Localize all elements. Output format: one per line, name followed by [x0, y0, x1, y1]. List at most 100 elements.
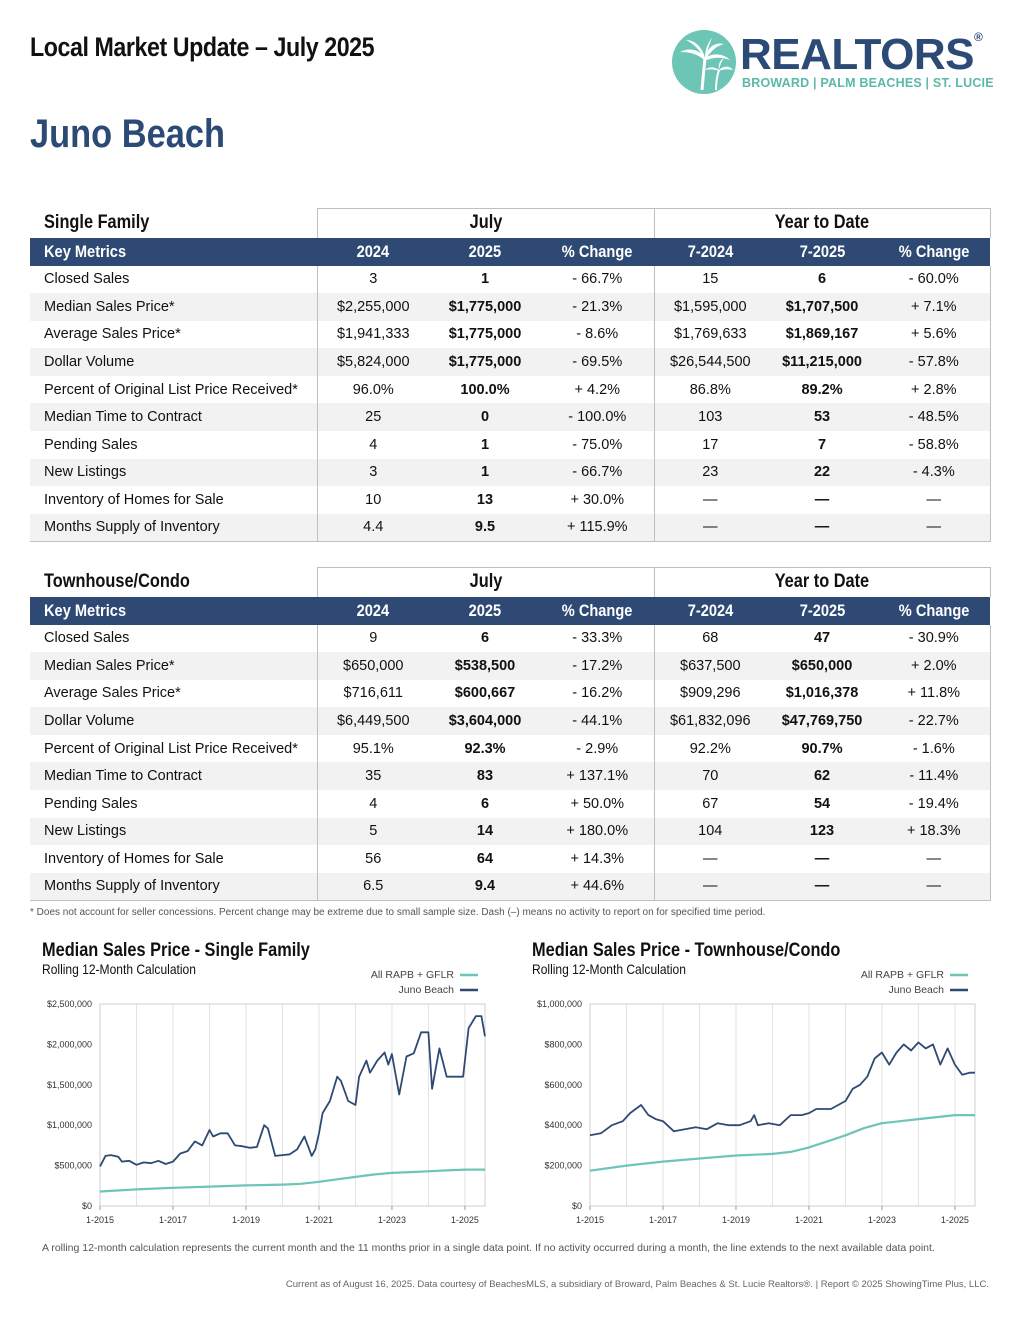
table-row: Months Supply of Inventory 4.4 9.5 + 115.9%… [30, 513, 991, 542]
chart-townhouse-condo: $0 $200,000 $400,000 $600,000 $800,000 $1,000… [520, 940, 980, 1240]
metric-value: $1,775,000 [429, 348, 541, 376]
metric-value: — [766, 872, 879, 901]
metric-value: 15 [653, 265, 767, 294]
metric-value: $2,255,000 [316, 293, 429, 321]
chart-single-family: $0 $500,000 $1,000,000 $1,500,000 $2,000,000… [30, 940, 490, 1240]
metric-label: Percent of Original List Price Received* [44, 740, 298, 757]
section-title: Single Family [44, 212, 150, 233]
rolling-note: A rolling 12-month calculation represent… [42, 1242, 935, 1254]
metric-value: + 44.6% [541, 872, 655, 901]
table-row: Dollar Volume $5,824,000 $1,775,000- 69.5%… [30, 348, 991, 376]
logo-brand: REALTORS [740, 30, 974, 79]
metric-value: 62 [766, 762, 879, 791]
x-tick-label: 1-2019 [722, 1215, 750, 1225]
metric-label: Pending Sales [44, 795, 138, 812]
metric-value: 67 [653, 790, 767, 818]
metric-value: — [814, 492, 830, 509]
metric-value: 1 [480, 271, 490, 288]
area-title: Juno Beach [30, 112, 225, 156]
metric-value: $1,775,000 [448, 326, 522, 343]
x-tick-label: 1-2017 [649, 1215, 677, 1225]
metric-value: — [878, 486, 991, 514]
metric-value: 53 [766, 403, 879, 432]
metric-label: Closed Sales [44, 271, 130, 288]
metric-label: Months Supply of Inventory [30, 513, 317, 542]
metric-value: - 48.5% [878, 403, 991, 432]
chart-title: Median Sales Price - Single Family [42, 940, 310, 961]
metric-value: - 33.3% [572, 630, 623, 647]
metric-value: + 7.1% [878, 293, 991, 321]
x-tick-label: 1-2025 [941, 1215, 969, 1225]
metric-value: — [766, 513, 879, 542]
metric-value: 95.1% [316, 734, 429, 763]
palm-tree-icon [672, 30, 736, 94]
metric-value: 35 [316, 762, 429, 791]
metric-value: - 66.7% [541, 458, 655, 487]
column-header: 2024 [317, 237, 429, 266]
column-header: % Change [541, 237, 655, 266]
metric-value: 6 [480, 630, 490, 647]
metric-value: $637,500 [653, 652, 767, 680]
y-tick-label: $0 [572, 1201, 582, 1211]
metric-value: 7 [817, 436, 827, 453]
report-title: Local Market Update – July 2025 [30, 32, 375, 62]
metric-value: 86.8% [653, 375, 767, 404]
column-header: 7-2025 [766, 237, 879, 266]
metric-value: - 22.7% [878, 707, 991, 735]
chart-subtitle: Rolling 12-Month Calculation [532, 961, 686, 977]
metric-value: $1,707,500 [766, 293, 879, 321]
table-row: Median Sales Price* $650,000 $538,500- 17.… [30, 652, 991, 680]
metric-value: - 75.0% [572, 436, 623, 453]
metric-value: 10 [316, 486, 429, 514]
metric-value: $716,611 [316, 679, 429, 708]
metric-value: + 11.8% [878, 679, 991, 708]
metric-value: 100.0% [460, 381, 510, 398]
metric-value: 4.4 [316, 513, 429, 542]
metric-value: + 2.8% [878, 375, 991, 404]
metric-value: 6.5 [316, 872, 429, 901]
metric-value: + 4.2% [574, 381, 621, 398]
y-tick-label: $200,000 [544, 1161, 582, 1171]
table-row: Average Sales Price* $1,941,333 $1,775,000… [30, 320, 991, 349]
column-header: 2024 [317, 596, 429, 625]
metric-value: + 5.6% [878, 320, 991, 349]
chart-subtitle: Rolling 12-Month Calculation [42, 961, 196, 977]
metric-value: 1 [429, 458, 541, 487]
y-tick-label: $1,000,000 [537, 999, 582, 1009]
group-header-ytd: Year to Date [653, 208, 991, 238]
metric-label: New Listings [30, 458, 317, 487]
metric-value: — [814, 851, 830, 868]
metric-value: + 30.0% [570, 492, 625, 509]
metric-value: - 8.6% [576, 326, 619, 343]
metric-value: - 66.7% [572, 271, 623, 288]
metric-value: 17 [653, 431, 767, 459]
metric-value: — [653, 486, 767, 514]
metric-value: - 21.3% [541, 293, 655, 321]
table-row: Pending Sales 4 1 - 75.0% 17 7 - 58.8% [30, 431, 991, 459]
metric-value: 96.0% [316, 375, 429, 404]
table-row: Median Sales Price* $2,255,000 $1,775,000-… [30, 293, 991, 321]
metric-value: $1,941,333 [316, 320, 429, 349]
metric-value: 23 [653, 458, 767, 487]
metric-value: - 11.4% [878, 762, 991, 791]
series-line-juno-beach [99, 1015, 486, 1167]
column-header: Key Metrics [30, 237, 317, 266]
metric-value: 103 [653, 403, 767, 432]
metric-value: $650,000 [766, 652, 879, 680]
column-header: 2025 [429, 596, 541, 625]
metric-label: Median Sales Price* [30, 293, 317, 321]
y-tick-label: $500,000 [54, 1161, 92, 1171]
metric-value: + 14.3% [570, 851, 625, 868]
metric-value: - 58.8% [878, 431, 991, 459]
x-tick-label: 1-2025 [451, 1215, 479, 1225]
metric-value: - 44.1% [541, 707, 655, 735]
metric-value: $909,296 [653, 679, 767, 708]
metric-value: $650,000 [316, 652, 429, 680]
metric-value: + 115.9% [541, 513, 655, 542]
metric-value: 9.5 [429, 513, 541, 542]
metric-value: 104 [653, 817, 767, 846]
metric-value: 123 [766, 817, 879, 846]
x-tick-label: 1-2015 [576, 1215, 604, 1225]
metric-value: 4 [316, 431, 429, 459]
column-header: 2025 [429, 237, 541, 266]
